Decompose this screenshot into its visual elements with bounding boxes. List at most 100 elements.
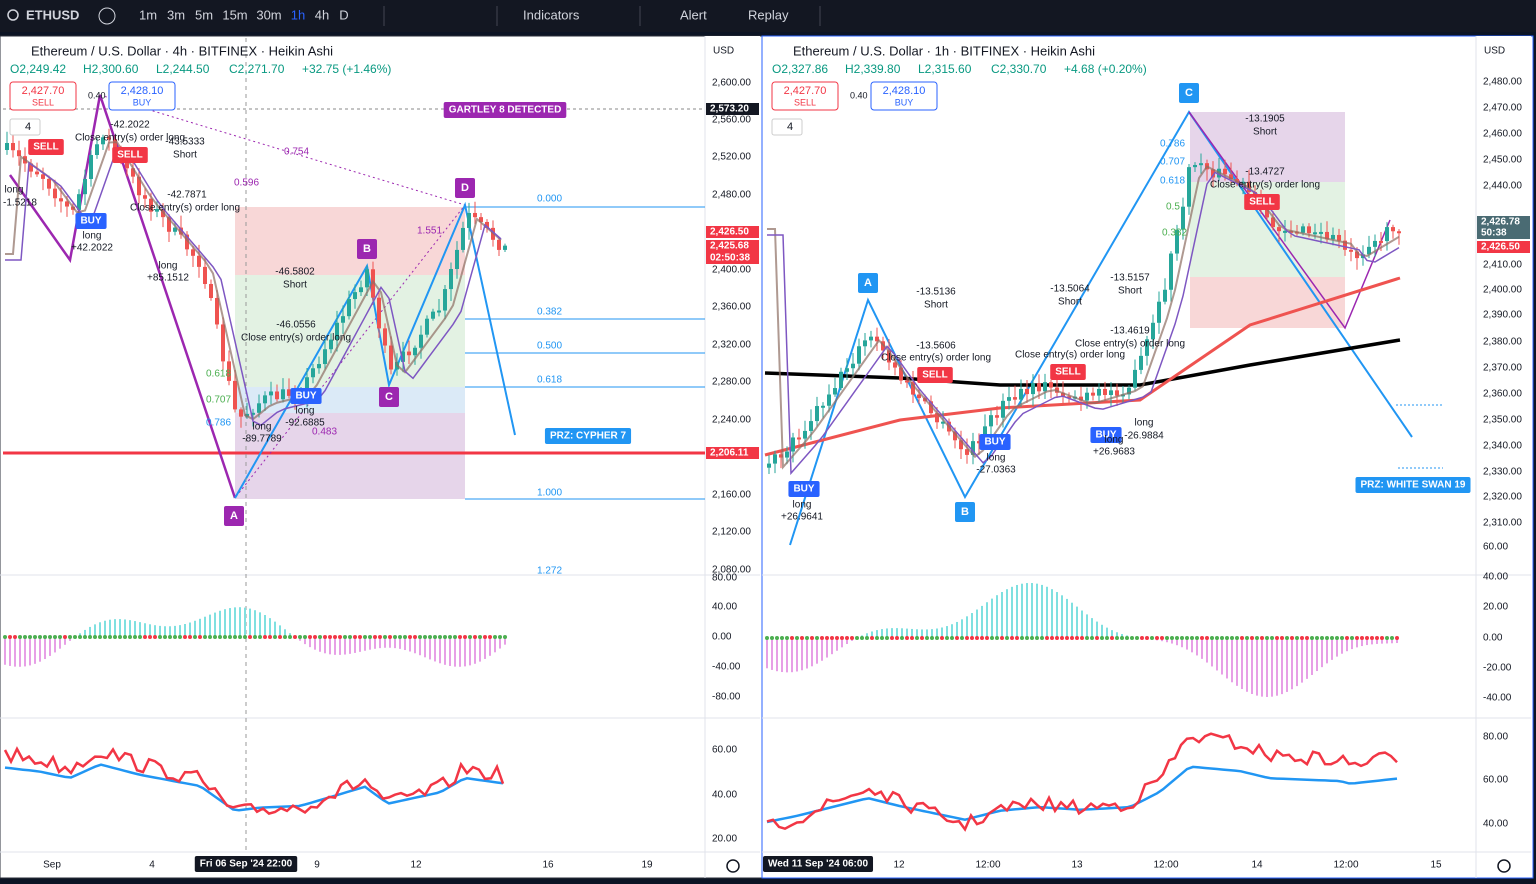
- candle-body: [953, 431, 957, 441]
- signal-dot: [28, 635, 32, 639]
- pattern-point-bg: [1179, 83, 1199, 103]
- fib-label: 0.000: [537, 194, 562, 205]
- signal-dot: [498, 635, 502, 639]
- signal-dot: [253, 635, 257, 639]
- signal-dot: [1065, 636, 1069, 640]
- interval-button[interactable]: 4h: [315, 7, 329, 22]
- symbol[interactable]: ETHUSD: [26, 7, 79, 22]
- buy-button[interactable]: [108, 81, 176, 111]
- layers-toggle[interactable]: [9, 118, 41, 136]
- annotation-badge-bg: [544, 428, 632, 444]
- signal-dot: [398, 635, 402, 639]
- candle-body: [1079, 396, 1083, 401]
- indicators-button[interactable]: Indicators: [523, 7, 580, 22]
- interval-button[interactable]: 15m: [222, 7, 247, 22]
- signal-dot: [775, 636, 779, 640]
- price-axis: [705, 36, 760, 852]
- sell-label[interactable]: SELL: [32, 97, 54, 107]
- candle-body: [1211, 169, 1215, 178]
- candle-body: [413, 347, 417, 356]
- time-label: 16: [542, 860, 554, 871]
- fib-label: 1.000: [537, 488, 562, 499]
- signal-dot: [473, 635, 477, 639]
- interval-button[interactable]: 30m: [256, 7, 281, 22]
- buy-price[interactable]: 2,428.10: [121, 85, 164, 97]
- trade-annotation: long: [296, 406, 315, 417]
- trade-annotation: Close entry(s) order long: [241, 333, 351, 344]
- interval-button[interactable]: 3m: [167, 7, 185, 22]
- signal-dot: [168, 635, 172, 639]
- sell-price[interactable]: 2,427.70: [784, 85, 827, 97]
- sell-button[interactable]: [9, 81, 77, 111]
- signal-dot: [58, 635, 62, 639]
- signal-dot: [935, 636, 939, 640]
- time-label: 12: [410, 860, 422, 871]
- replay-button[interactable]: Replay: [748, 7, 789, 22]
- candle-body: [1229, 174, 1233, 179]
- candle-body: [1037, 383, 1041, 392]
- annotation-badge-group: BUY: [979, 434, 1011, 450]
- candle-body: [251, 412, 255, 415]
- candle-body: [1091, 392, 1095, 396]
- price-tag: 2,206.11: [710, 448, 749, 459]
- candle-body: [5, 143, 9, 150]
- layers-count[interactable]: 4: [25, 121, 31, 133]
- price-tag: 2,426.78: [1481, 217, 1520, 228]
- settings-icon[interactable]: [726, 859, 740, 873]
- price-label: 2,240.00: [712, 415, 751, 426]
- trade-annotation: long: [253, 422, 272, 433]
- fib-label: 0.382: [1162, 228, 1187, 239]
- buy-button[interactable]: [870, 81, 938, 111]
- buy-label[interactable]: BUY: [133, 97, 152, 107]
- signal-dot: [38, 635, 42, 639]
- moving-average: [764, 338, 1401, 387]
- price-label: 2,450.00: [1483, 155, 1522, 166]
- candle-body: [917, 394, 921, 399]
- interval-button[interactable]: 1m: [139, 7, 157, 22]
- candle-body: [305, 377, 309, 397]
- currency[interactable]: USD: [713, 46, 734, 57]
- candle-body: [1085, 392, 1089, 401]
- fib-label: 0.618: [1160, 176, 1185, 187]
- buy-label[interactable]: BUY: [895, 97, 914, 107]
- annotation-badge-bg: [1355, 477, 1471, 493]
- sell-price[interactable]: 2,427.70: [22, 85, 65, 97]
- layers-toggle[interactable]: [771, 118, 803, 136]
- price-label: 2,370.00: [1483, 363, 1522, 374]
- signal-dot: [213, 635, 217, 639]
- currency[interactable]: USD: [1484, 46, 1505, 57]
- candle-body: [113, 139, 117, 152]
- candle-body: [803, 430, 807, 439]
- layers-count[interactable]: 4: [787, 121, 793, 133]
- alert-button[interactable]: Alert: [680, 7, 707, 22]
- add-symbol[interactable]: [98, 7, 116, 25]
- candle-body: [851, 363, 855, 369]
- candle-body: [53, 188, 57, 199]
- signal-dot: [1145, 636, 1149, 640]
- candle-body: [971, 441, 975, 455]
- signal-dot: [1310, 636, 1314, 640]
- candle-body: [995, 415, 999, 418]
- time-label: 14: [1251, 860, 1263, 871]
- trade-annotation: Close entry(s) order long: [130, 203, 240, 214]
- interval-button[interactable]: 1h: [291, 7, 305, 22]
- sell-label[interactable]: SELL: [794, 97, 816, 107]
- annotation-badge-bg: [28, 139, 64, 155]
- signal-dot: [1125, 636, 1129, 640]
- interval-button[interactable]: D: [339, 7, 348, 22]
- interval-button[interactable]: 5m: [195, 7, 213, 22]
- sell-button[interactable]: [771, 81, 839, 111]
- crosshair-time-group: Fri 06 Sep '24 22:00: [194, 856, 298, 872]
- candle-body: [209, 283, 213, 299]
- signal-dot: [1115, 636, 1119, 640]
- candle-body: [377, 297, 381, 329]
- candle-body: [425, 318, 429, 335]
- trade-annotation: Close entry(s) order long: [881, 353, 991, 364]
- price-tag-bg: [1477, 227, 1530, 239]
- signal-dot: [248, 635, 252, 639]
- search-icon: [7, 9, 19, 21]
- settings-icon[interactable]: [1497, 859, 1511, 873]
- buy-price[interactable]: 2,428.10: [883, 85, 926, 97]
- signal-dot: [308, 635, 312, 639]
- signal-dot: [1230, 636, 1234, 640]
